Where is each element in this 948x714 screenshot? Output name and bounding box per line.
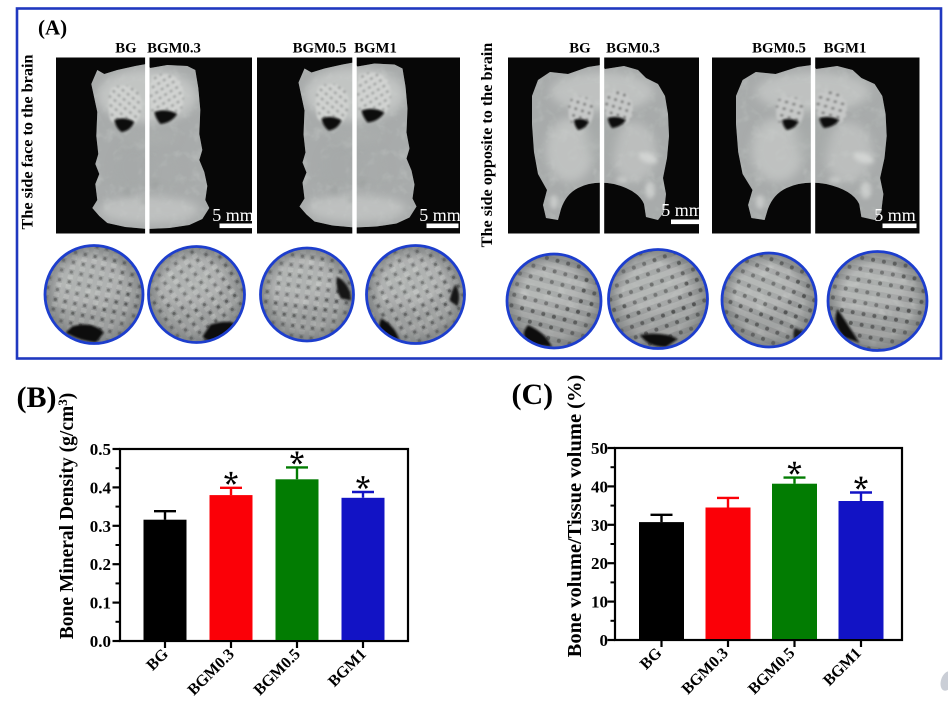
svg-text:5 mm: 5 mm [874,205,916,225]
svg-text:40: 40 [591,477,608,496]
svg-text:BG: BG [569,41,591,57]
svg-text:10: 10 [591,593,608,612]
svg-text:0: 0 [600,631,609,650]
svg-text:(C): (C) [512,378,554,411]
svg-text:5 mm: 5 mm [212,205,254,225]
svg-text:BG: BG [115,41,137,57]
svg-text:50: 50 [591,439,608,458]
svg-text:Bone volume/Tissue volume (%): Bone volume/Tissue volume (%) [564,375,586,658]
svg-text:0.3: 0.3 [90,517,111,536]
svg-text:BGM1: BGM1 [354,41,397,57]
svg-text:(A): (A) [38,16,67,40]
svg-text:0.0: 0.0 [90,632,111,651]
svg-text:20: 20 [591,554,608,573]
svg-text:(B): (B) [17,381,57,414]
svg-text:BGM0.3: BGM0.3 [147,41,201,57]
svg-text:The side face to the brain: The side face to the brain [19,55,37,230]
svg-text:BGM0.5: BGM0.5 [752,41,806,57]
svg-text:5 mm: 5 mm [419,205,461,225]
svg-text:5 mm: 5 mm [661,200,703,220]
svg-text:0.1: 0.1 [90,594,111,613]
svg-text:BGM0.5: BGM0.5 [293,41,347,57]
svg-text:The side opposite to the brain: The side opposite to the brain [478,43,496,248]
svg-text:BGM0.3: BGM0.3 [606,41,660,57]
svg-text:BGM1: BGM1 [824,41,867,57]
svg-text:Bone Mineral Density (g/cm3): Bone Mineral Density (g/cm3) [55,393,78,639]
svg-text:0.5: 0.5 [90,440,111,459]
svg-text:0.2: 0.2 [90,555,111,574]
svg-text:30: 30 [591,516,608,535]
svg-text:0.4: 0.4 [90,478,112,497]
